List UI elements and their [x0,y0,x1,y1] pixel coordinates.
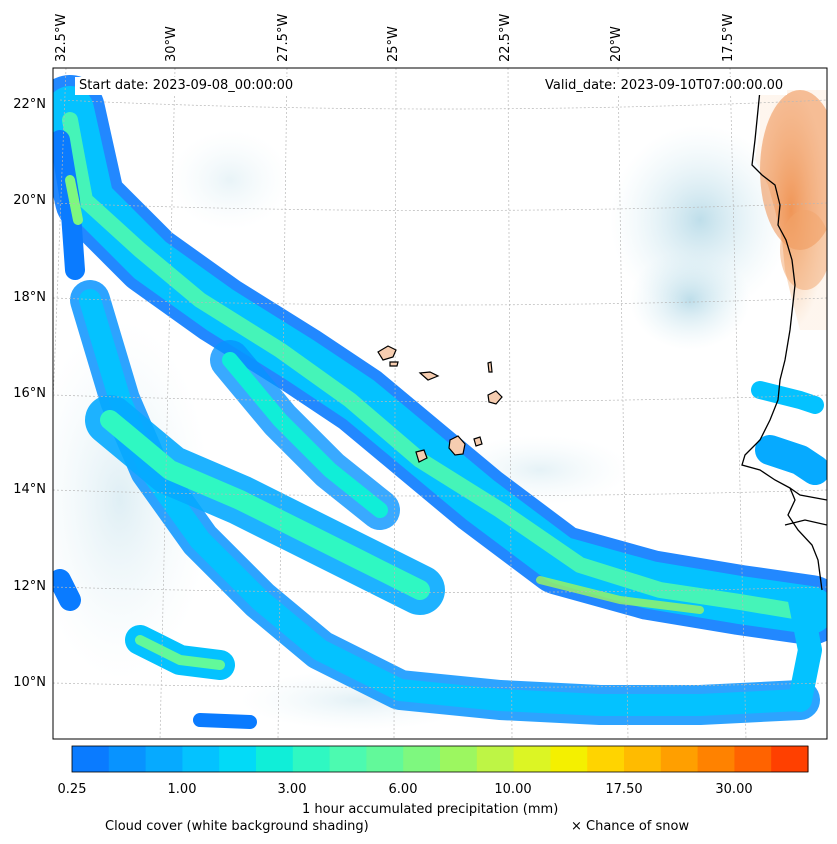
colorbar-tick-label: 0.25 [57,782,87,797]
colorbar-tick-label: 17.50 [605,782,643,797]
colorbar-segment [660,746,699,772]
colorbar-segment [771,746,809,772]
colorbar-segment [292,746,331,772]
lat-label: 16°N [13,386,46,401]
lat-label: 12°N [13,579,46,594]
colorbar-segment [476,746,515,772]
cloud-cover-shading [53,125,790,730]
lon-label: 27.5°W [276,13,291,62]
colorbar-segment [329,746,367,772]
lon-label: 20°W [609,26,624,62]
colorbar-segment [256,746,294,772]
lon-label: 25°W [386,26,401,62]
colorbar-segment [366,746,404,772]
colorbar-tick-label: 3.00 [277,782,307,797]
valid-date-label: Valid_date: 2023-09-10T07:00:00.00 [541,77,788,95]
colorbar-segment [182,746,220,772]
colorbar-segment [145,746,183,772]
precipitation-colorbar [72,746,809,772]
colorbar-segment [440,746,478,772]
coastline [741,89,827,591]
colorbar-segment [72,746,110,772]
africa-land [755,90,827,330]
lat-label: 22°N [13,97,46,112]
start-date-label: Start date: 2023-09-08_00:00:00 [75,77,298,95]
colorbar-segment [624,746,662,772]
lon-label: 32.5°W [54,13,69,62]
cloud-cover-caption: Cloud cover (white background shading) [105,819,369,834]
lon-label: 22.5°W [498,13,513,62]
colorbar-label: 1 hour accumulated precipitation (mm) [302,802,559,817]
colorbar-segment [587,746,625,772]
lat-label: 14°N [13,482,46,497]
colorbar-segment [403,746,441,772]
colorbar-segment [550,746,588,772]
lon-label: 30°W [164,26,179,62]
colorbar-segment [108,746,147,772]
colorbar-segment [697,746,735,772]
colorbar-tick-label: 1.00 [167,782,197,797]
map-frame [52,67,828,740]
colorbar-segment [513,746,551,772]
colorbar-segment [734,746,772,772]
colorbar-segment [219,746,257,772]
precipitation-bands [53,75,827,729]
graticule [53,68,827,739]
colorbar-tick-label: 30.00 [715,782,753,797]
colorbar-frame [71,745,809,773]
colorbar-tick-label: 10.00 [494,782,532,797]
lon-label: 17.5°W [721,13,736,62]
snow-caption: × Chance of snow [571,819,690,834]
colorbar-tick-label: 6.00 [388,782,418,797]
cape-verde-islands [377,345,503,463]
lat-label: 18°N [13,290,46,305]
lat-label: 20°N [13,193,46,208]
lat-label: 10°N [13,675,46,690]
